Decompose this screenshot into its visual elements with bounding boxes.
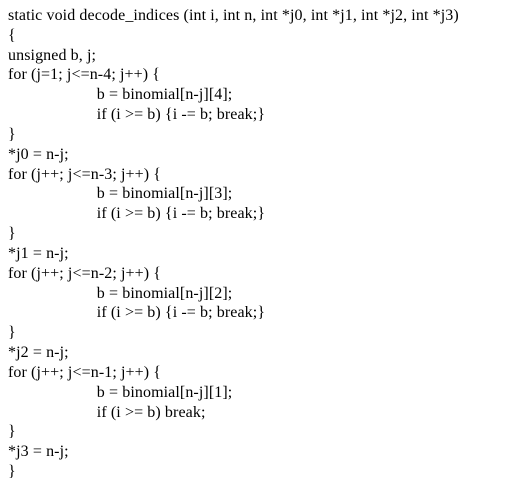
code-line: if (i >= b) break;	[8, 403, 206, 423]
code-line: for (j++; j<=n-1; j++) {	[8, 364, 161, 381]
code-line: }	[8, 463, 16, 480]
code-line: b = binomial[n-j][2];	[8, 284, 232, 304]
code-line: {	[8, 27, 16, 44]
code-line: b = binomial[n-j][1];	[8, 383, 232, 403]
code-line: }	[8, 126, 16, 143]
code-line: if (i >= b) {i -= b; break;}	[8, 303, 265, 323]
code-block: static void decode_indices (int i, int n…	[0, 0, 509, 488]
code-line: *j2 = n-j;	[8, 344, 69, 361]
code-line: for (j=1; j<=n-4; j++) {	[8, 66, 160, 83]
code-line: *j0 = n-j;	[8, 146, 69, 163]
code-line: b = binomial[n-j][3];	[8, 184, 232, 204]
code-line: }	[8, 423, 16, 440]
code-line: b = binomial[n-j][4];	[8, 85, 232, 105]
code-line: for (j++; j<=n-2; j++) {	[8, 265, 161, 282]
code-line: }	[8, 324, 16, 341]
code-line: *j3 = n-j;	[8, 443, 69, 460]
code-line: }	[8, 225, 16, 242]
code-line: for (j++; j<=n-3; j++) {	[8, 166, 161, 183]
code-line: static void decode_indices (int i, int n…	[8, 7, 459, 24]
code-line: if (i >= b) {i -= b; break;}	[8, 204, 265, 224]
code-line: *j1 = n-j;	[8, 245, 69, 262]
code-line: unsigned b, j;	[8, 47, 96, 64]
code-line: if (i >= b) {i -= b; break;}	[8, 105, 265, 125]
